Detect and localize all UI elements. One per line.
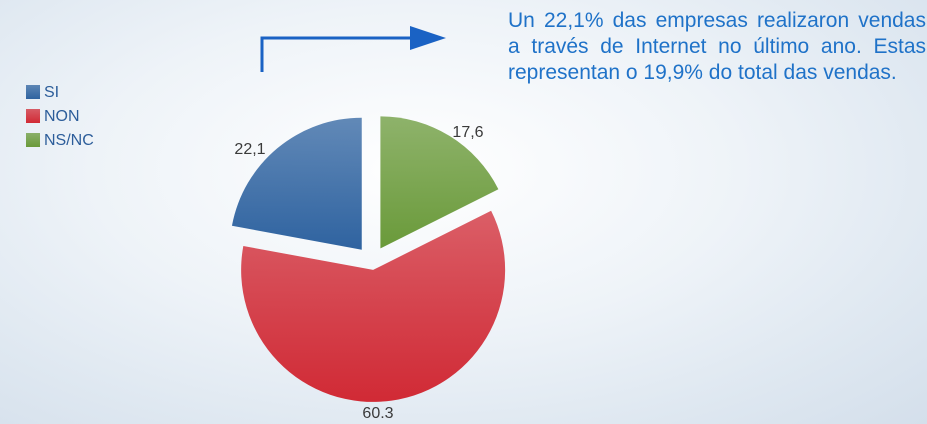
legend-swatch — [26, 133, 40, 147]
data-label: 60.3 — [362, 405, 393, 422]
legend-label: NS/NC — [44, 132, 94, 149]
chart: 17,6 60.3 22,1 SI NON NS/NC Un 22,1% das empr… — [0, 0, 927, 424]
legend-swatch — [26, 85, 40, 99]
legend-label: NON — [44, 108, 80, 125]
arrow — [262, 38, 418, 72]
arrow-head — [410, 26, 446, 50]
legend-label: SI — [44, 84, 59, 101]
data-label: 22,1 — [234, 141, 265, 158]
legend-swatch — [26, 109, 40, 123]
annotation: Un 22,1% das empresas realizaron vendas … — [508, 8, 926, 86]
pie-slice — [241, 211, 505, 402]
data-label: 17,6 — [452, 124, 483, 141]
pie-slice — [232, 118, 362, 250]
